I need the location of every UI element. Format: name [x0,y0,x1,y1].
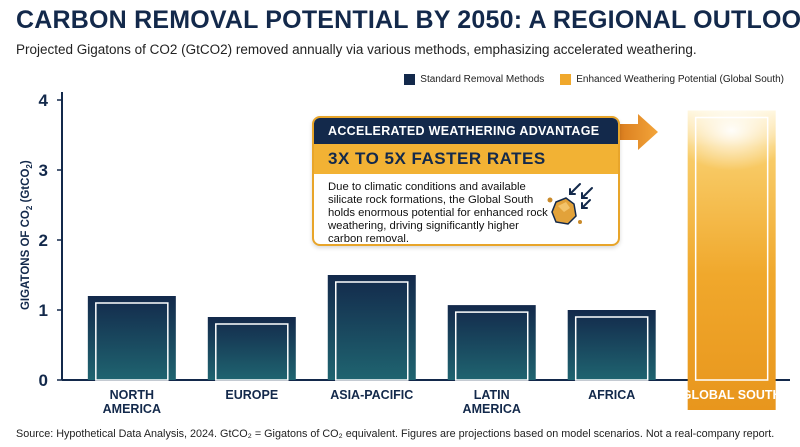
chart-title: CARBON REMOVAL POTENTIAL BY 2050: A REGI… [16,6,800,34]
callout-body: Due to climatic conditions and available… [328,181,548,245]
x-tick-label: AMERICA [463,402,521,416]
legend-item-standard: Standard Removal Methods [404,74,544,85]
bar-inner-outline [335,281,409,381]
legend: Standard Removal Methods Enhanced Weathe… [388,74,784,85]
bar-inner-outline [215,323,289,381]
legend-swatch-standard [404,74,416,85]
x-tick-label: EUROPE [225,388,278,402]
bar-standard [567,310,656,380]
bar-inner-outline [95,302,169,381]
bar-inner-outline [454,311,529,381]
x-tick-label: LATIN [474,388,510,402]
y-tick-label: 2 [39,231,48,250]
x-tick-label: AFRICA [588,388,635,402]
bar-standard [447,305,536,380]
y-tick-label: 0 [39,371,48,390]
legend-label-standard: Standard Removal Methods [420,74,545,85]
legend-swatch-enhanced [560,74,572,85]
rock-weathering-icon [547,183,593,225]
y-axis: 0 1 2 3 4 [39,91,790,390]
callout-heading: ACCELERATED WEATHERING ADVANTAGE [314,118,618,144]
chart-subtitle: Projected Gigatons of CO2 (GtCO2) remove… [16,42,697,57]
bar-glow [671,90,792,171]
y-tick-label: 1 [39,301,48,320]
bar-standard [207,317,296,380]
x-tick-label: ASIA-PACIFIC [330,388,413,402]
bars [87,90,792,410]
bar-standard [87,296,176,380]
y-tick-label: 4 [39,91,49,110]
x-tick-label: NORTH [110,388,154,402]
x-tick-label: AMERICA [103,402,161,416]
source-note: Source: Hypothetical Data Analysis, 2024… [16,428,775,440]
callout-highlight: 3X TO 5X FASTER RATES [314,144,618,174]
legend-item-enhanced: Enhanced Weathering Potential (Global So… [560,74,784,85]
arrow-icon [616,114,658,150]
legend-label-enhanced: Enhanced Weathering Potential (Global So… [576,74,784,85]
bar-inner-outline [694,116,769,381]
bar-inner-outline [574,316,649,381]
y-tick-label: 3 [39,161,48,180]
bar-standard [327,275,416,380]
weathering-callout: ACCELERATED WEATHERING ADVANTAGE 3X TO 5… [312,116,620,246]
x-tick-label: GLOBAL SOUTH [682,388,782,402]
